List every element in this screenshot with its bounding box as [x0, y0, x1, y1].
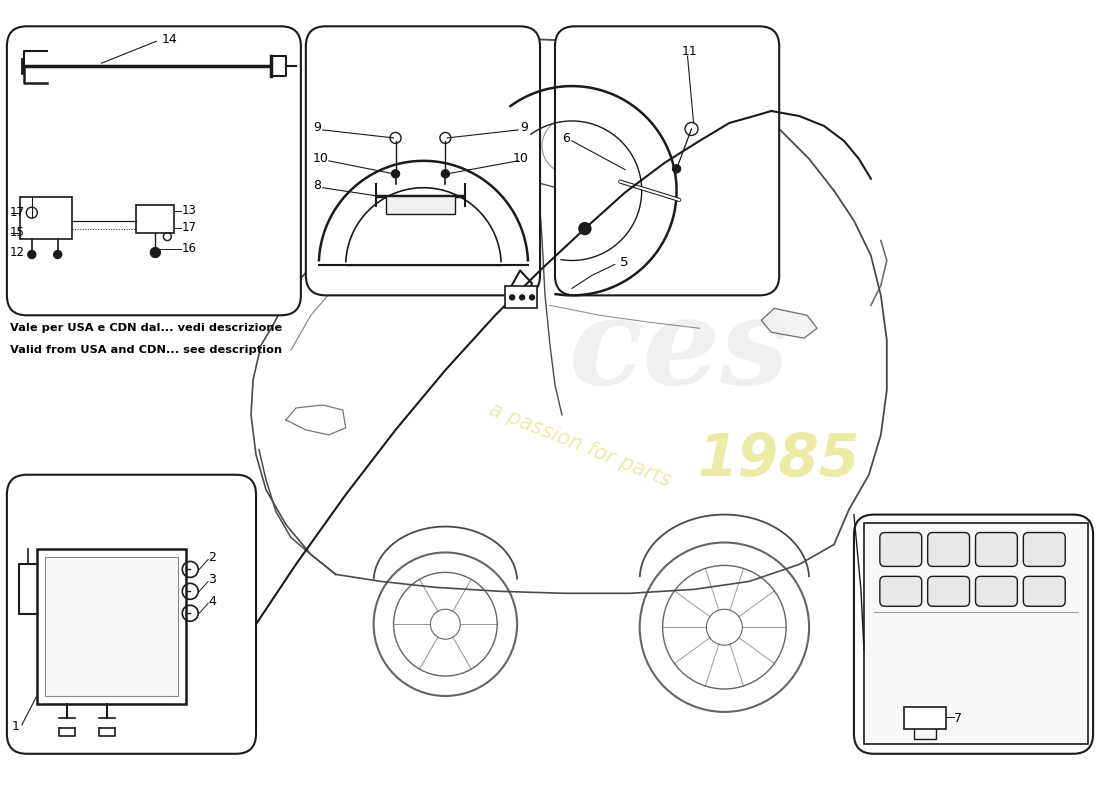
- Bar: [20, 197, 72, 238]
- Bar: [904, 707, 946, 729]
- FancyBboxPatch shape: [976, 533, 1018, 566]
- FancyBboxPatch shape: [36, 550, 186, 704]
- Text: 8: 8: [312, 179, 321, 192]
- Circle shape: [529, 295, 535, 300]
- Circle shape: [54, 250, 62, 258]
- FancyBboxPatch shape: [854, 514, 1093, 754]
- Text: ces: ces: [569, 291, 790, 410]
- Polygon shape: [761, 308, 817, 338]
- FancyBboxPatch shape: [1023, 533, 1065, 566]
- Circle shape: [509, 295, 515, 300]
- Text: a passion for parts: a passion for parts: [486, 399, 674, 490]
- Text: 4: 4: [208, 594, 216, 608]
- Text: 6: 6: [562, 133, 570, 146]
- Circle shape: [519, 295, 525, 300]
- Text: 1985: 1985: [698, 431, 860, 488]
- Text: 10: 10: [312, 152, 329, 166]
- Text: 16: 16: [182, 242, 196, 255]
- Circle shape: [672, 165, 681, 173]
- Bar: [386, 196, 455, 214]
- Circle shape: [28, 250, 36, 258]
- Bar: [505, 286, 537, 308]
- Text: 13: 13: [182, 204, 196, 217]
- Text: 12: 12: [10, 246, 25, 259]
- FancyBboxPatch shape: [927, 576, 969, 606]
- Text: Valid from USA and CDN... see description: Valid from USA and CDN... see descriptio…: [10, 345, 282, 355]
- Circle shape: [441, 170, 450, 178]
- Text: 9: 9: [520, 122, 528, 134]
- Text: 7: 7: [954, 712, 961, 726]
- FancyBboxPatch shape: [976, 576, 1018, 606]
- Text: 9: 9: [312, 122, 321, 134]
- Bar: [45, 558, 178, 696]
- FancyBboxPatch shape: [7, 26, 301, 315]
- Text: 17: 17: [182, 221, 196, 234]
- Circle shape: [579, 222, 591, 234]
- Text: 1: 1: [12, 720, 20, 734]
- FancyBboxPatch shape: [880, 533, 922, 566]
- FancyBboxPatch shape: [927, 533, 969, 566]
- Circle shape: [151, 247, 161, 258]
- FancyBboxPatch shape: [864, 522, 1088, 744]
- Text: 10: 10: [513, 152, 528, 166]
- FancyBboxPatch shape: [306, 26, 540, 295]
- Text: 2: 2: [208, 551, 216, 564]
- Bar: [136, 205, 174, 233]
- Text: 15: 15: [10, 226, 25, 239]
- Circle shape: [392, 170, 399, 178]
- FancyBboxPatch shape: [7, 474, 256, 754]
- Text: 11: 11: [682, 45, 697, 58]
- Text: 14: 14: [162, 33, 177, 46]
- FancyBboxPatch shape: [880, 576, 922, 606]
- Text: 5: 5: [619, 256, 628, 269]
- Text: Vale per USA e CDN dal... vedi descrizione: Vale per USA e CDN dal... vedi descrizio…: [10, 323, 282, 334]
- Text: 17: 17: [10, 206, 25, 219]
- FancyBboxPatch shape: [1023, 576, 1065, 606]
- FancyBboxPatch shape: [556, 26, 779, 295]
- Text: 3: 3: [208, 573, 216, 586]
